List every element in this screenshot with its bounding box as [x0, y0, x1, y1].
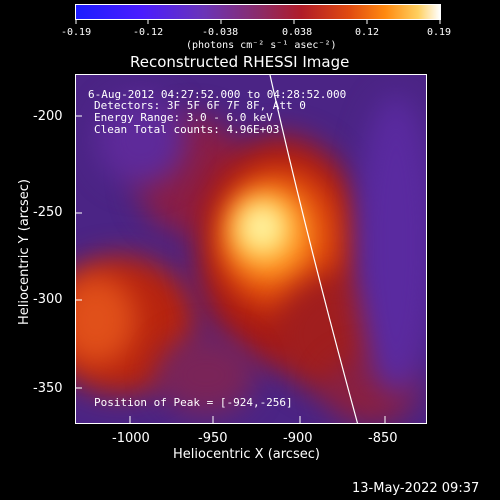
info-detectors: Detectors: 3F 5F 6F 7F 8F, Att 0: [94, 99, 306, 112]
colorbar: [75, 4, 441, 20]
colorbar-tick-label: -0.038: [202, 27, 239, 38]
y-tick-label: -300: [33, 292, 63, 307]
colorbar-tick-label: -0.12: [133, 27, 164, 38]
solar-limb: [269, 75, 359, 423]
rhessi-image: 6-Aug-2012 04:27:52.000 to 04:28:52.000 …: [75, 74, 427, 424]
peak-position: Position of Peak = [-924,-256]: [94, 396, 293, 409]
x-tick-label: -900: [283, 431, 313, 446]
info-energy-range: Energy Range: 3.0 - 6.0 keV: [94, 111, 273, 124]
x-tick-label: -1000: [112, 431, 150, 446]
colorbar-tick-label: 0.12: [355, 27, 380, 38]
colorbar-tick-label: 0.038: [282, 27, 313, 38]
axis-ticks: [75, 115, 386, 423]
colorbar-units: (photons cm⁻² s⁻¹ asec⁻²): [186, 40, 337, 51]
image-title: Reconstructed RHESSI Image: [130, 53, 350, 71]
x-axis-label: Heliocentric X (arcsec): [173, 447, 320, 462]
info-clean-counts: Clean Total counts: 4.96E+03: [94, 123, 280, 136]
y-tick-label: -250: [33, 205, 63, 220]
info-time-range: 6-Aug-2012 04:27:52.000 to 04:28:52.000: [88, 88, 347, 101]
x-tick-label: -850: [368, 431, 398, 446]
y-tick-label: -350: [33, 381, 63, 396]
timestamp: 13-May-2022 09:37: [352, 481, 480, 496]
y-tick-label: -200: [33, 109, 63, 124]
colorbar-ticks: [75, 20, 441, 24]
colorbar-tick-label: 0.19: [427, 27, 452, 38]
y-axis-label: Heliocentric Y (arcsec): [17, 179, 32, 325]
x-tick-label: -950: [198, 431, 228, 446]
colorbar-tick-label: -0.19: [61, 27, 92, 38]
